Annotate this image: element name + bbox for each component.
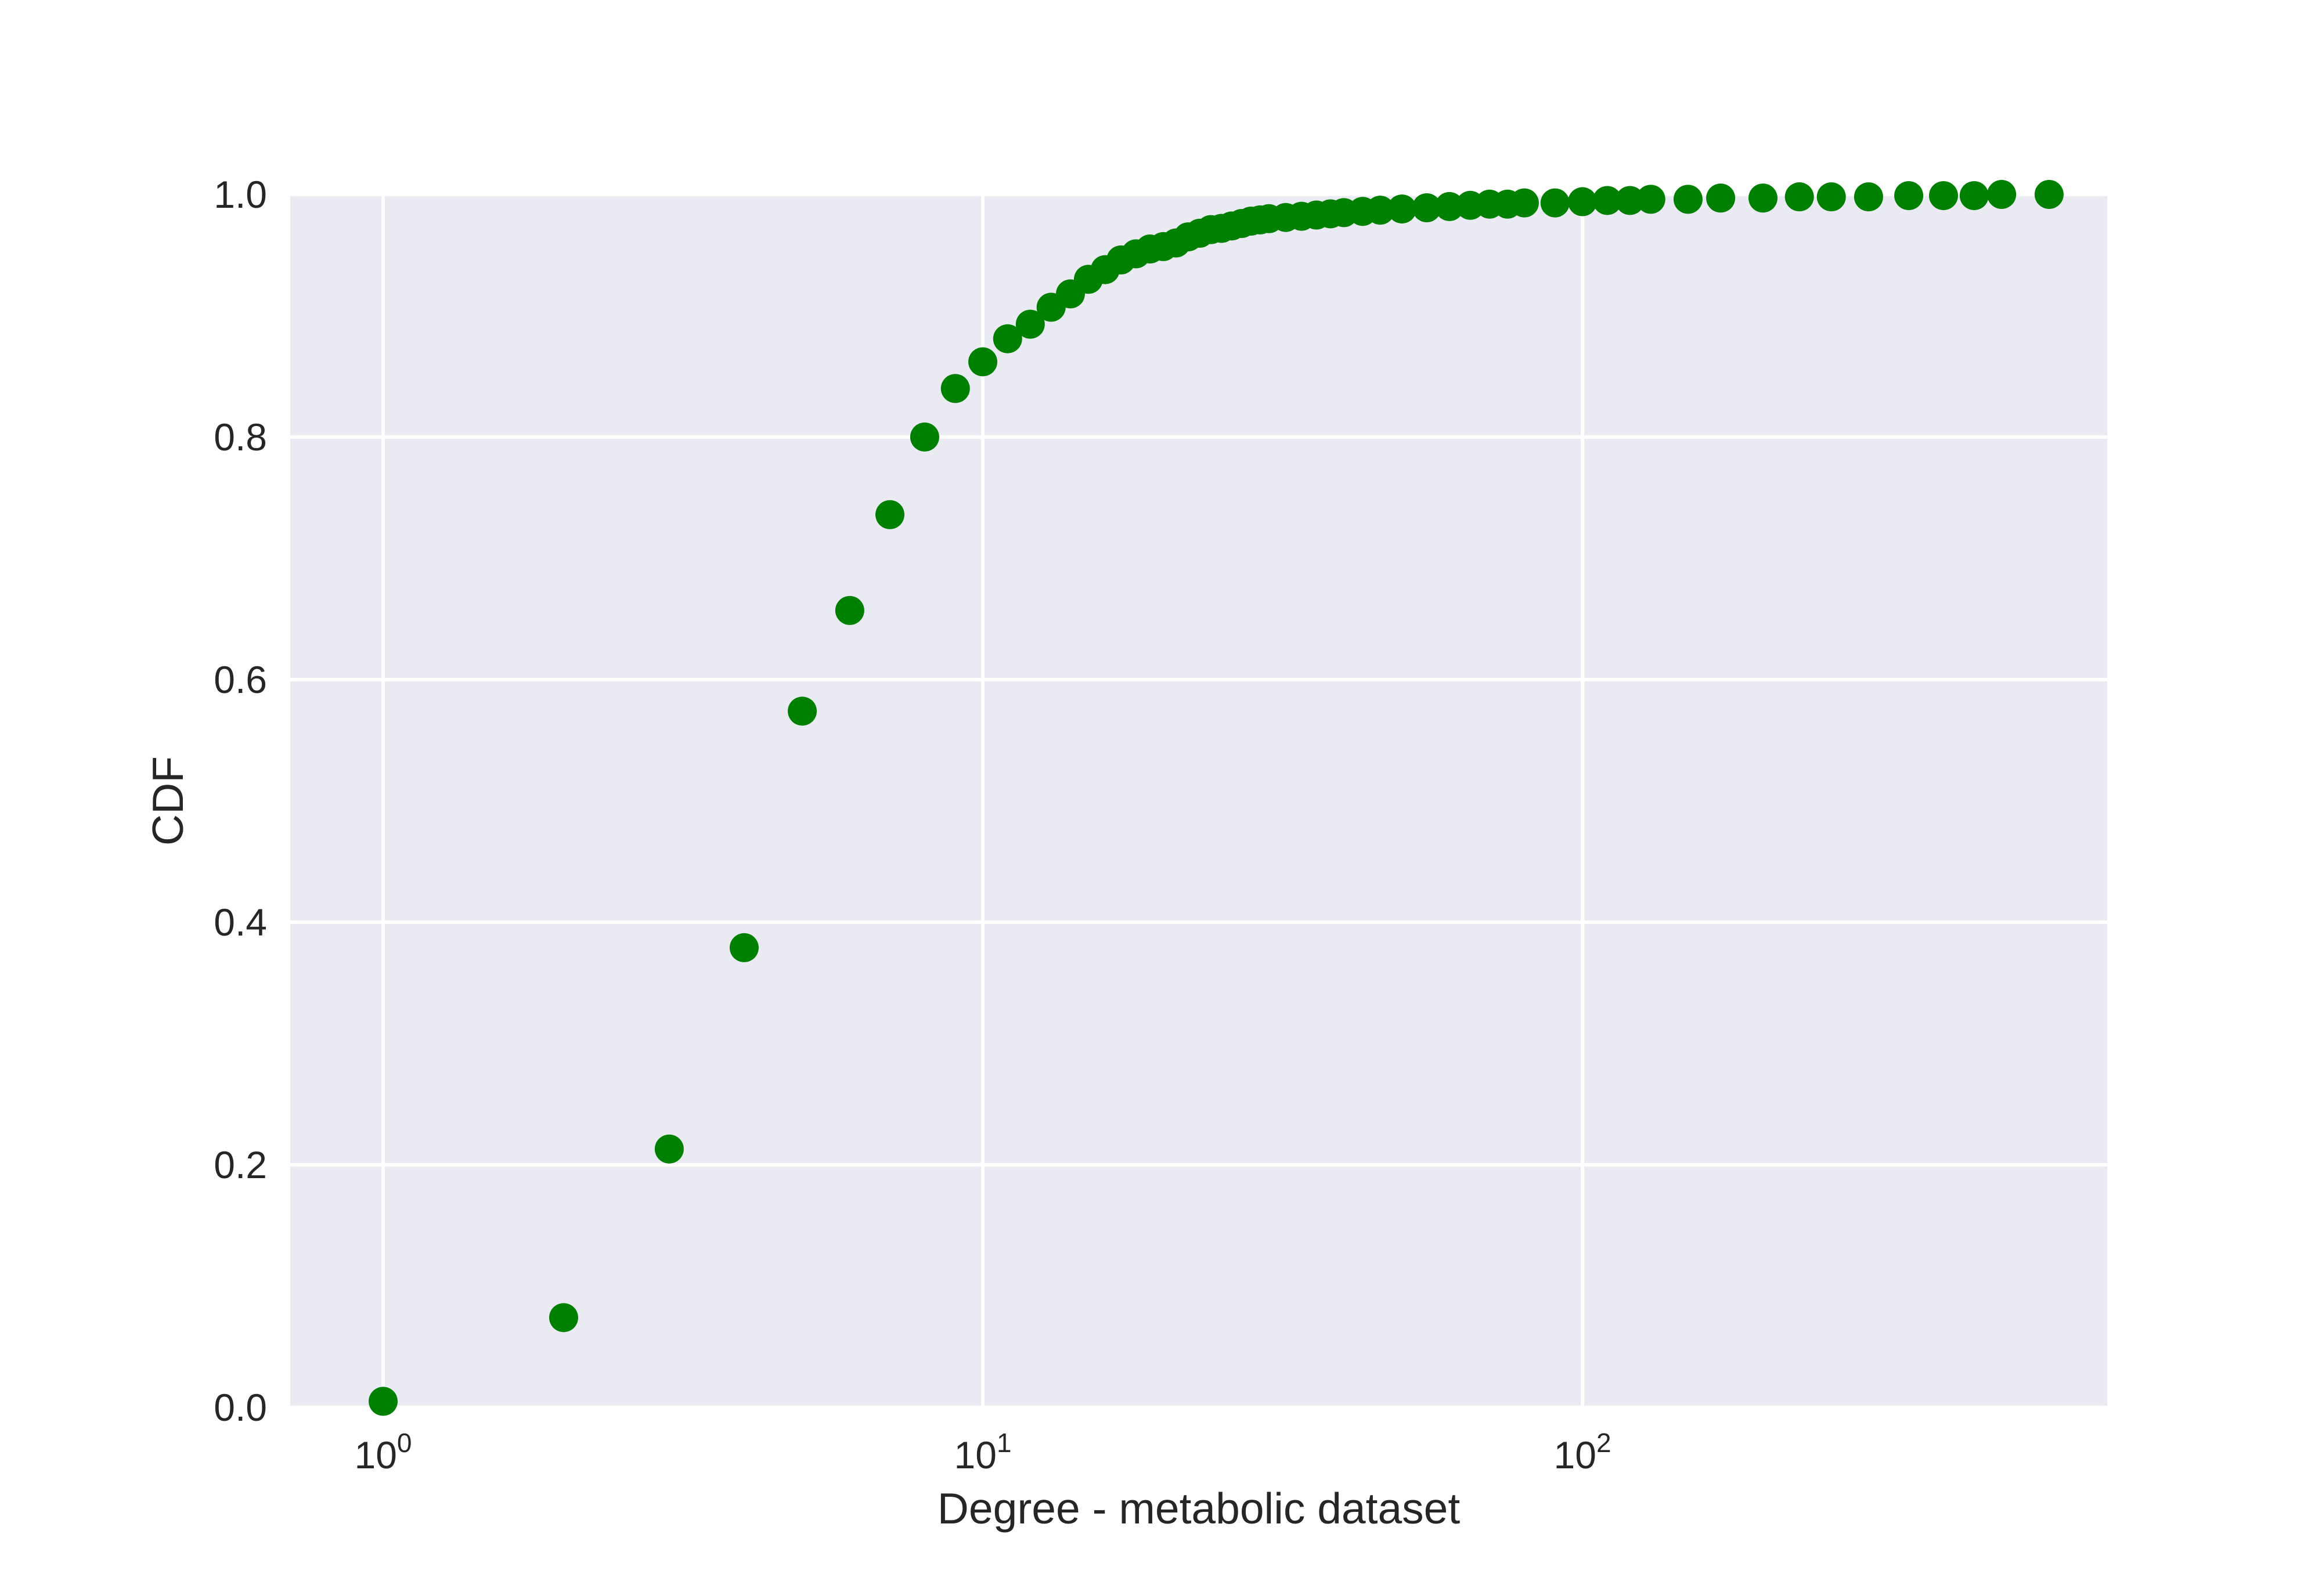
data-point (993, 324, 1022, 353)
y-tick-label-4: 0.8 (214, 416, 267, 458)
data-point (788, 696, 817, 726)
y-tick-labels: 0.0 0.2 0.4 0.6 0.8 1.0 (214, 173, 267, 1429)
data-point (1568, 187, 1598, 216)
data-point (1540, 188, 1570, 218)
data-point (1854, 182, 1883, 212)
data-point (1592, 186, 1622, 215)
data-point (1959, 181, 1989, 211)
data-point (1894, 181, 1924, 211)
data-point (654, 1134, 684, 1164)
data-points (369, 180, 2064, 1416)
data-point (1928, 181, 1958, 211)
x-axis-label: Degree - metabolic dataset (938, 1484, 1461, 1533)
data-point (1706, 183, 1736, 213)
data-point (1987, 180, 2017, 209)
data-point (1816, 182, 1846, 212)
x-tick-label-2: 102 (1554, 1428, 1611, 1476)
data-point (1636, 185, 1665, 214)
x-tick-label-1: 101 (954, 1428, 1012, 1476)
y-tick-label-1: 0.2 (214, 1143, 267, 1186)
data-point (729, 933, 759, 962)
data-point (835, 595, 864, 625)
data-point (1434, 192, 1464, 221)
y-tick-label-3: 0.6 (214, 658, 267, 701)
y-tick-label-0: 0.0 (214, 1386, 267, 1429)
data-point (940, 374, 970, 403)
x-tick-label-0: 100 (355, 1428, 412, 1476)
data-point (2034, 180, 2064, 209)
data-point (1509, 188, 1539, 218)
data-point (1412, 193, 1441, 222)
y-tick-label-5: 1.0 (214, 173, 267, 216)
data-point (369, 1386, 398, 1416)
data-point (875, 500, 905, 529)
plot-background (290, 194, 2107, 1407)
y-tick-label-2: 0.4 (214, 901, 267, 944)
data-point (1748, 183, 1778, 213)
data-point (1615, 186, 1645, 215)
data-point (1784, 182, 1814, 212)
data-point (1673, 185, 1703, 214)
grid-lines (290, 193, 2107, 1409)
data-point (1015, 309, 1045, 339)
data-point (1365, 196, 1395, 225)
data-point (910, 423, 939, 452)
data-point (1387, 194, 1417, 224)
x-tick-labels: 100 101 102 (355, 1428, 1611, 1476)
y-axis-label: CDF (143, 756, 192, 846)
data-point (968, 347, 998, 377)
data-point (549, 1303, 578, 1333)
